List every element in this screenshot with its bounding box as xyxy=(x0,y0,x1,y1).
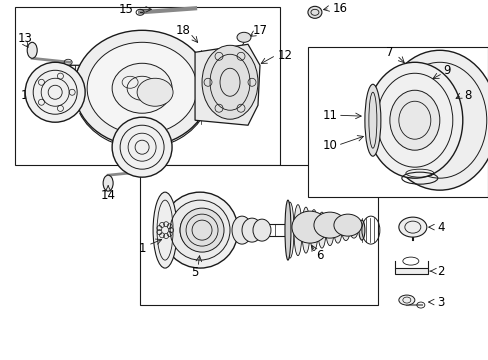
Ellipse shape xyxy=(237,32,250,42)
Ellipse shape xyxy=(325,215,333,246)
Polygon shape xyxy=(195,44,260,125)
Bar xyxy=(307,47,487,197)
Text: 8: 8 xyxy=(463,89,470,102)
Ellipse shape xyxy=(112,117,172,177)
Ellipse shape xyxy=(180,210,220,250)
Ellipse shape xyxy=(381,50,488,190)
Ellipse shape xyxy=(293,204,301,256)
Text: 2: 2 xyxy=(436,265,444,278)
Text: 7: 7 xyxy=(386,46,393,59)
Ellipse shape xyxy=(291,211,327,243)
Ellipse shape xyxy=(242,218,262,242)
Ellipse shape xyxy=(313,212,345,238)
Text: 17: 17 xyxy=(252,24,267,37)
Ellipse shape xyxy=(231,216,251,244)
Ellipse shape xyxy=(398,295,414,305)
Ellipse shape xyxy=(112,63,172,113)
Ellipse shape xyxy=(74,30,210,146)
Text: 14: 14 xyxy=(101,189,115,202)
Text: 15: 15 xyxy=(118,3,133,16)
Ellipse shape xyxy=(285,200,290,260)
Ellipse shape xyxy=(301,207,309,253)
Bar xyxy=(15,7,280,165)
Ellipse shape xyxy=(170,200,229,260)
Text: 12: 12 xyxy=(277,49,292,62)
Text: 13: 13 xyxy=(18,32,33,45)
Ellipse shape xyxy=(333,214,361,236)
Text: 4: 4 xyxy=(436,221,444,234)
Ellipse shape xyxy=(364,84,380,156)
Ellipse shape xyxy=(398,217,426,237)
Text: 5: 5 xyxy=(191,266,198,279)
Ellipse shape xyxy=(389,90,439,150)
Ellipse shape xyxy=(25,62,85,122)
Ellipse shape xyxy=(153,192,177,268)
Ellipse shape xyxy=(27,42,37,58)
Ellipse shape xyxy=(137,78,173,106)
Text: 10: 10 xyxy=(322,139,337,152)
Polygon shape xyxy=(60,65,215,112)
Ellipse shape xyxy=(366,62,462,178)
Ellipse shape xyxy=(103,175,113,191)
Ellipse shape xyxy=(317,212,325,248)
Ellipse shape xyxy=(87,42,197,134)
Text: 19: 19 xyxy=(20,89,36,102)
Text: 3: 3 xyxy=(436,296,444,309)
Text: 11: 11 xyxy=(322,109,337,122)
Text: 6: 6 xyxy=(316,249,323,262)
Ellipse shape xyxy=(202,45,258,119)
Text: 1: 1 xyxy=(138,242,145,255)
Ellipse shape xyxy=(349,222,357,238)
Ellipse shape xyxy=(162,192,238,268)
Ellipse shape xyxy=(358,220,364,240)
Ellipse shape xyxy=(309,210,317,251)
Ellipse shape xyxy=(252,219,270,241)
Text: 16: 16 xyxy=(332,2,346,15)
Text: 9: 9 xyxy=(442,64,449,77)
Bar xyxy=(140,165,377,305)
Text: 18: 18 xyxy=(175,24,190,37)
Ellipse shape xyxy=(307,6,321,18)
Ellipse shape xyxy=(333,217,341,243)
Ellipse shape xyxy=(341,220,349,240)
Ellipse shape xyxy=(285,202,293,258)
Ellipse shape xyxy=(180,208,224,252)
Polygon shape xyxy=(394,268,427,274)
